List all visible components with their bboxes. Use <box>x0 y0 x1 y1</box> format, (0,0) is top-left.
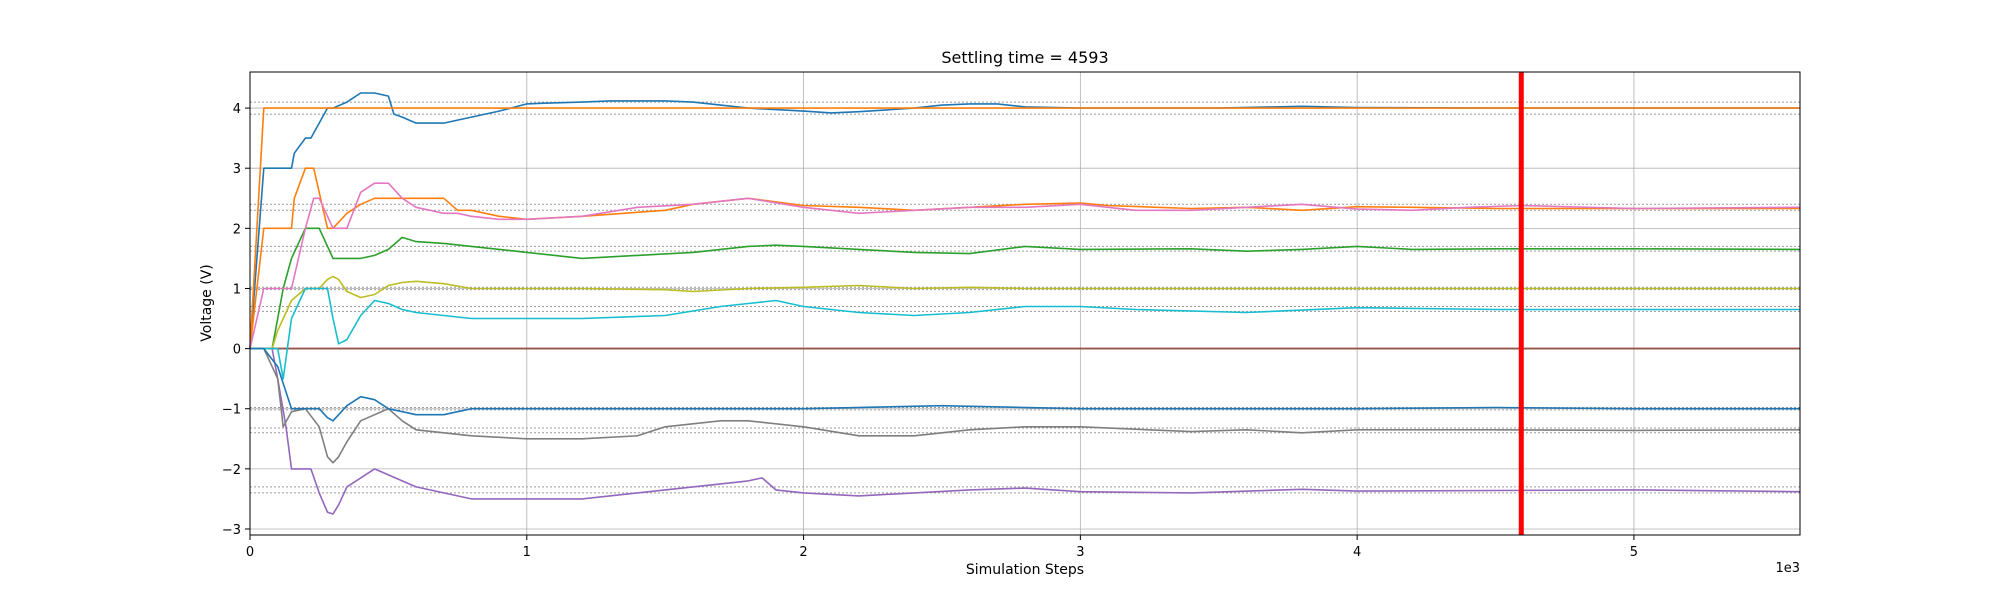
y-tick-label-6: 3 <box>233 162 241 177</box>
series-line-10 <box>250 287 1800 380</box>
series-line-3 <box>250 227 1801 350</box>
y-tick-label-7: 4 <box>233 102 241 117</box>
y-tick-label-2: −1 <box>222 403 241 418</box>
x-tick-label-5: 5 <box>1630 545 1638 560</box>
y-tick-label-4: 1 <box>233 282 241 297</box>
y-tick-label-5: 2 <box>233 222 241 237</box>
y-tick-label-3: 0 <box>233 343 241 358</box>
y-axis-ticks: −3 −2 −1 0 1 2 3 4 <box>222 102 250 538</box>
series-line-1 <box>249 107 1800 349</box>
y-axis-label: Voltage (V) <box>199 264 215 341</box>
plot-frame <box>249 71 1801 536</box>
x-axis-label: Simulation Steps <box>966 562 1084 578</box>
series-line-9 <box>250 275 1800 350</box>
x-tick-label-1: 1 <box>523 545 531 560</box>
series-lines <box>249 92 1801 515</box>
series-line-2 <box>249 167 1800 349</box>
chart-title: Settling time = 4593 <box>941 48 1108 67</box>
series-line-8 <box>250 347 1801 464</box>
y-tick-label-0: −3 <box>222 523 241 538</box>
x-tick-label-2: 2 <box>799 545 807 560</box>
x-tick-label-3: 3 <box>1076 545 1084 560</box>
series-line-7 <box>249 182 1801 349</box>
grid-lines <box>249 72 1800 535</box>
series-line-11 <box>250 347 1800 422</box>
series-line-5 <box>250 347 1801 515</box>
y-tick-label-1: −2 <box>222 463 241 478</box>
x-axis-offset-text: 1e3 <box>1775 561 1800 576</box>
x-axis-ticks: 0 1 2 3 4 5 <box>246 535 1638 560</box>
x-tick-label-4: 4 <box>1353 545 1361 560</box>
reference-bands <box>250 101 1800 494</box>
x-tick-label-0: 0 <box>246 545 254 560</box>
